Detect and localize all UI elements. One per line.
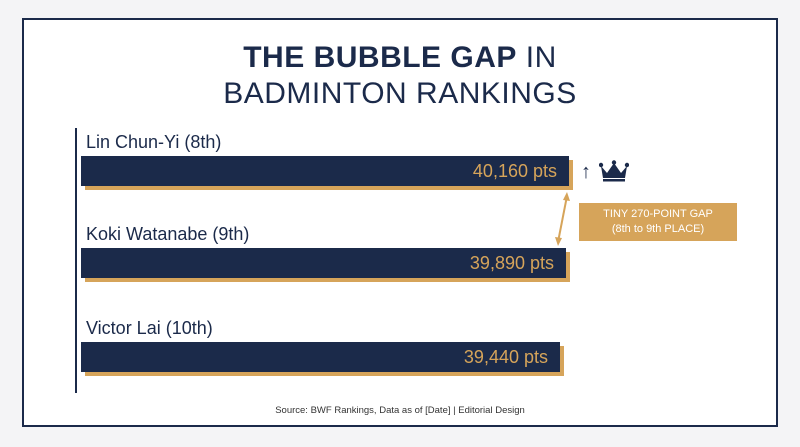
double-arrow-icon xyxy=(555,192,570,246)
gap-annotation-line-1: TINY 270-POINT GAP xyxy=(603,208,713,220)
bar-value-label-3: 39,440 pts xyxy=(463,347,548,367)
up-arrow-icon: ↑ xyxy=(581,161,591,183)
bar-3: 39,440 pts xyxy=(81,342,560,372)
bar-value-label-1: 40,160 pts xyxy=(472,161,557,181)
bar-value-label-2: 39,890 pts xyxy=(469,253,554,273)
title-line-2: BADMINTON RANKINGS xyxy=(223,77,577,110)
gap-annotation: TINY 270-POINT GAP (8th to 9th PLACE) xyxy=(579,203,737,241)
title-inline-part: IN xyxy=(525,41,557,74)
source-note: Source: BWF Rankings, Data as of [Date] … xyxy=(275,405,525,416)
title-line-1: THE BUBBLE GAP IN xyxy=(24,40,776,76)
bar-label-1: Lin Chun-Yi (8th) xyxy=(86,132,222,152)
bar-label-3: Victor Lai (10th) xyxy=(86,318,213,338)
chart-title: THE BUBBLE GAP IN BADMINTON RANKINGS xyxy=(24,40,776,112)
bar-label-2: Koki Watanabe (9th) xyxy=(86,224,250,244)
chart-card: THE BUBBLE GAP IN BADMINTON RANKINGS Lin… xyxy=(22,18,778,427)
title-bold-part: THE BUBBLE GAP xyxy=(243,41,517,74)
bar-1: 40,160 pts xyxy=(81,156,569,186)
axis-line xyxy=(75,128,77,393)
crown-icon xyxy=(599,160,629,182)
gap-annotation-line-2: (8th to 9th PLACE) xyxy=(611,223,705,235)
bar-2: 39,890 pts xyxy=(81,248,566,278)
